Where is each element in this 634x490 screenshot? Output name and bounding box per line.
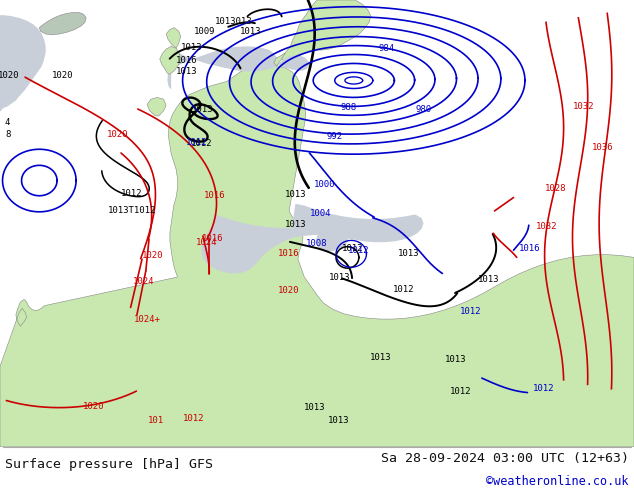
Text: 1012: 1012 bbox=[186, 138, 207, 147]
Polygon shape bbox=[280, 0, 371, 61]
Text: 101: 101 bbox=[148, 416, 164, 424]
Text: 992: 992 bbox=[327, 132, 343, 141]
Text: 1013: 1013 bbox=[304, 403, 325, 412]
Text: 1013: 1013 bbox=[328, 416, 349, 424]
Text: Sa 28-09-2024 03:00 UTC (12+63): Sa 28-09-2024 03:00 UTC (12+63) bbox=[381, 452, 629, 466]
Text: 1020: 1020 bbox=[141, 251, 163, 260]
Polygon shape bbox=[166, 28, 181, 48]
Text: 980: 980 bbox=[415, 104, 432, 114]
Text: 1020: 1020 bbox=[107, 129, 129, 139]
Text: 1009: 1009 bbox=[193, 27, 215, 36]
Text: 1016: 1016 bbox=[519, 244, 541, 253]
Text: 1024: 1024 bbox=[196, 238, 217, 246]
Text: 1012: 1012 bbox=[191, 139, 212, 147]
Text: 1016: 1016 bbox=[278, 249, 300, 258]
Text: 1013: 1013 bbox=[181, 43, 203, 52]
Polygon shape bbox=[316, 223, 349, 251]
Text: 1013: 1013 bbox=[192, 105, 214, 114]
Text: 1012: 1012 bbox=[342, 244, 363, 253]
Text: 1013: 1013 bbox=[477, 275, 499, 284]
Text: 1020: 1020 bbox=[83, 402, 105, 411]
Text: 1013013: 1013013 bbox=[214, 17, 252, 25]
Text: 1004: 1004 bbox=[310, 209, 332, 218]
Text: 1024+: 1024+ bbox=[134, 315, 160, 323]
Text: 1032: 1032 bbox=[573, 102, 594, 111]
Text: 1020: 1020 bbox=[0, 71, 20, 79]
Text: 1028: 1028 bbox=[545, 184, 566, 193]
Text: 1012: 1012 bbox=[450, 387, 471, 396]
Text: 4: 4 bbox=[5, 118, 10, 127]
Text: ©weatheronline.co.uk: ©weatheronline.co.uk bbox=[486, 475, 629, 488]
Polygon shape bbox=[0, 0, 46, 112]
Text: 1000: 1000 bbox=[314, 180, 335, 189]
Text: 1012: 1012 bbox=[348, 246, 370, 255]
Text: 1012: 1012 bbox=[533, 384, 555, 393]
Polygon shape bbox=[147, 98, 166, 116]
Text: 1013: 1013 bbox=[240, 27, 261, 36]
Text: 1016: 1016 bbox=[204, 191, 225, 200]
Text: 1013: 1013 bbox=[176, 67, 198, 76]
Text: 1013: 1013 bbox=[285, 190, 306, 199]
Polygon shape bbox=[202, 204, 424, 273]
Polygon shape bbox=[0, 64, 634, 447]
Text: 984: 984 bbox=[378, 44, 394, 53]
Text: 1020: 1020 bbox=[51, 71, 73, 79]
Polygon shape bbox=[39, 13, 86, 35]
Polygon shape bbox=[274, 53, 285, 66]
Text: Surface pressure [hPa] GFS: Surface pressure [hPa] GFS bbox=[5, 459, 213, 471]
Polygon shape bbox=[160, 47, 181, 74]
Text: 1013: 1013 bbox=[398, 249, 419, 258]
Text: 988: 988 bbox=[340, 103, 357, 112]
Text: 1016: 1016 bbox=[202, 234, 224, 243]
Text: 1012: 1012 bbox=[460, 307, 481, 316]
Polygon shape bbox=[278, 55, 309, 71]
Text: 1013: 1013 bbox=[444, 355, 466, 364]
Polygon shape bbox=[167, 0, 279, 89]
Text: 1020: 1020 bbox=[278, 286, 300, 295]
Text: 1012: 1012 bbox=[121, 190, 143, 198]
Text: 1013: 1013 bbox=[328, 273, 350, 282]
Text: 1036: 1036 bbox=[592, 143, 613, 152]
Text: 8: 8 bbox=[5, 130, 10, 140]
Text: 1013T1012: 1013T1012 bbox=[108, 205, 156, 215]
Text: 1032: 1032 bbox=[536, 221, 557, 231]
Text: 1008: 1008 bbox=[306, 239, 328, 247]
Text: 1016: 1016 bbox=[176, 56, 197, 65]
Text: 1012: 1012 bbox=[392, 285, 414, 294]
Text: 1012: 1012 bbox=[183, 414, 204, 423]
Text: 1013: 1013 bbox=[285, 220, 306, 229]
Text: 1024: 1024 bbox=[133, 277, 154, 286]
Text: 1013: 1013 bbox=[370, 353, 391, 362]
